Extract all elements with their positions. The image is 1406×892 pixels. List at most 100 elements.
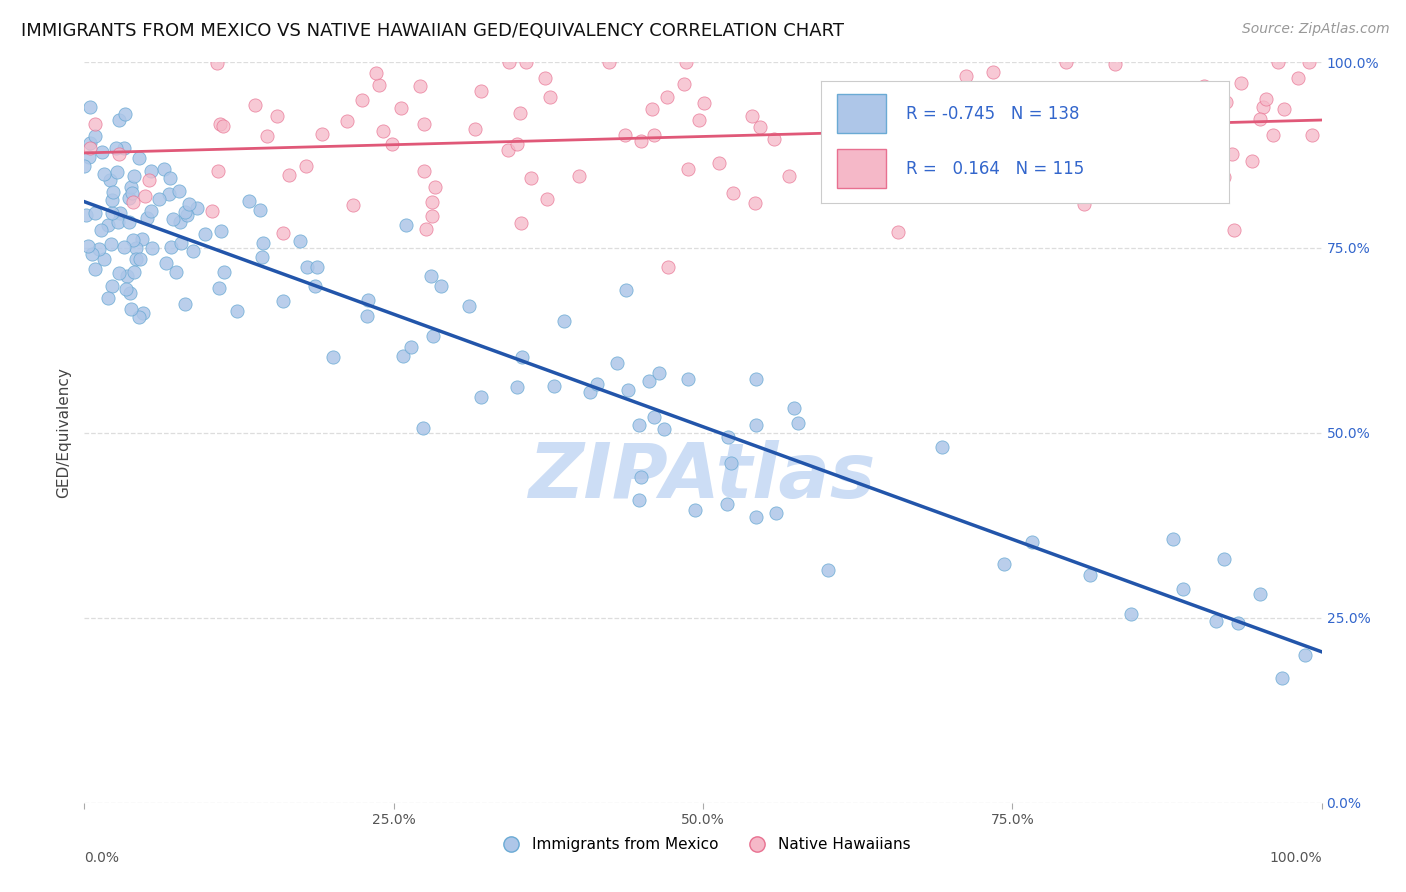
Point <box>955 69 977 83</box>
Point <box>1220 147 1243 161</box>
Point <box>295 159 318 173</box>
Point <box>1173 582 1195 596</box>
Point <box>148 192 170 206</box>
Point <box>749 120 772 135</box>
Point <box>1135 142 1157 156</box>
Point <box>89 243 111 257</box>
Point <box>579 385 602 400</box>
Point <box>1213 552 1236 566</box>
Point <box>955 161 977 176</box>
Point <box>707 155 730 169</box>
Point <box>107 112 129 127</box>
Point <box>1249 587 1271 601</box>
Point <box>717 430 740 444</box>
Point <box>1215 95 1237 109</box>
Point <box>373 123 395 137</box>
Point <box>538 89 561 103</box>
Point <box>568 169 591 183</box>
Point <box>138 172 160 186</box>
Point <box>1054 121 1077 136</box>
Point <box>97 218 120 232</box>
Point <box>675 55 697 70</box>
Point <box>1071 153 1094 168</box>
Point <box>848 85 870 99</box>
Point <box>98 173 121 187</box>
Point <box>118 286 141 301</box>
Point <box>208 281 231 295</box>
Point <box>638 374 661 388</box>
Point <box>120 301 142 316</box>
Point <box>101 278 124 293</box>
Point <box>616 383 638 397</box>
Point <box>169 236 191 251</box>
Point <box>136 211 159 226</box>
Point <box>464 121 486 136</box>
Point <box>128 152 150 166</box>
Point <box>207 164 229 178</box>
Point <box>496 143 519 157</box>
Point <box>256 129 278 144</box>
Point <box>938 128 960 143</box>
Point <box>128 310 150 325</box>
Point <box>420 209 443 223</box>
Point <box>536 192 558 206</box>
Point <box>510 350 533 364</box>
Point <box>173 204 195 219</box>
Point <box>125 242 148 256</box>
Point <box>252 250 274 264</box>
Point <box>1204 82 1226 96</box>
Point <box>643 410 665 425</box>
Point <box>77 239 100 253</box>
Point <box>1119 607 1142 622</box>
Point <box>515 55 537 70</box>
Point <box>1206 124 1229 138</box>
Point <box>194 227 217 241</box>
Point <box>887 226 910 240</box>
Point <box>519 170 541 185</box>
Point <box>1192 78 1215 93</box>
Point <box>169 214 191 228</box>
Point <box>862 120 884 134</box>
Text: Source: ZipAtlas.com: Source: ZipAtlas.com <box>1241 22 1389 37</box>
Point <box>226 304 249 318</box>
Point <box>1178 129 1201 144</box>
Point <box>778 169 800 184</box>
Text: 100.0%: 100.0% <box>1270 851 1322 865</box>
Point <box>931 440 953 454</box>
Point <box>630 470 652 484</box>
Point <box>745 372 768 386</box>
Point <box>1205 614 1227 628</box>
Point <box>356 309 378 323</box>
Point <box>97 291 120 305</box>
Point <box>249 203 271 218</box>
Point <box>990 94 1012 108</box>
Point <box>1294 648 1316 663</box>
Point <box>367 78 389 93</box>
Point <box>873 118 896 132</box>
Point <box>174 297 197 311</box>
Point <box>114 282 136 296</box>
Point <box>429 278 451 293</box>
Point <box>423 180 446 194</box>
Point <box>1112 100 1135 114</box>
Point <box>553 314 575 328</box>
Point <box>585 376 607 391</box>
Point <box>90 222 112 236</box>
Point <box>157 186 180 201</box>
Point <box>1222 223 1244 237</box>
Point <box>506 380 529 394</box>
Point <box>745 417 768 432</box>
Point <box>606 355 628 369</box>
Point <box>1301 128 1323 143</box>
Point <box>657 260 679 274</box>
Point <box>153 161 176 176</box>
Point <box>176 208 198 222</box>
Text: IMMIGRANTS FROM MEXICO VS NATIVE HAWAIIAN GED/EQUIVALENCY CORRELATION CHART: IMMIGRANTS FROM MEXICO VS NATIVE HAWAIIA… <box>21 22 844 40</box>
Point <box>648 367 671 381</box>
Point <box>1241 154 1264 169</box>
Point <box>1066 121 1088 136</box>
Point <box>1091 94 1114 108</box>
Point <box>1054 55 1077 70</box>
Point <box>470 390 492 404</box>
Point <box>214 265 236 279</box>
